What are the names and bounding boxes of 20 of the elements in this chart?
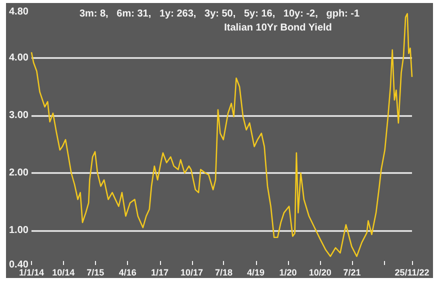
x-tick-label: 1/1/14 [18,268,44,278]
x-tick-label: 1/17 [151,268,169,278]
y-tick-label: 4.80 [8,6,29,18]
y-tick-label: 1.00 [8,225,29,236]
x-tick-label: 25/11/22 [394,268,430,278]
x-tick-label: 7/15 [86,268,104,278]
y-tick-label: 4.00 [8,52,29,64]
x-tick-label: 4/19 [247,268,265,278]
x-tick-label: 10/14 [52,268,75,278]
y-tick-label: 0.40 [8,260,29,270]
x-tick-label: 10/17 [180,268,204,278]
y-tick-label: 3.00 [8,110,29,121]
x-tick-label: 10/20 [308,268,332,278]
y-tick-label: 2.00 [8,168,29,178]
chart-title: 3m: 8, 6m: 31, 1y: 263, 3y: 50, 5y: 16, 10y: -2, gph: -1 [79,8,360,20]
x-tick-label: 7/18 [214,268,232,278]
x-tick-label: 4/16 [118,268,136,278]
x-tick-label: 7/21 [343,268,361,278]
text: Italian 10Yr Bond Yield [224,22,332,34]
x-tick-label: 1/20 [279,268,297,278]
